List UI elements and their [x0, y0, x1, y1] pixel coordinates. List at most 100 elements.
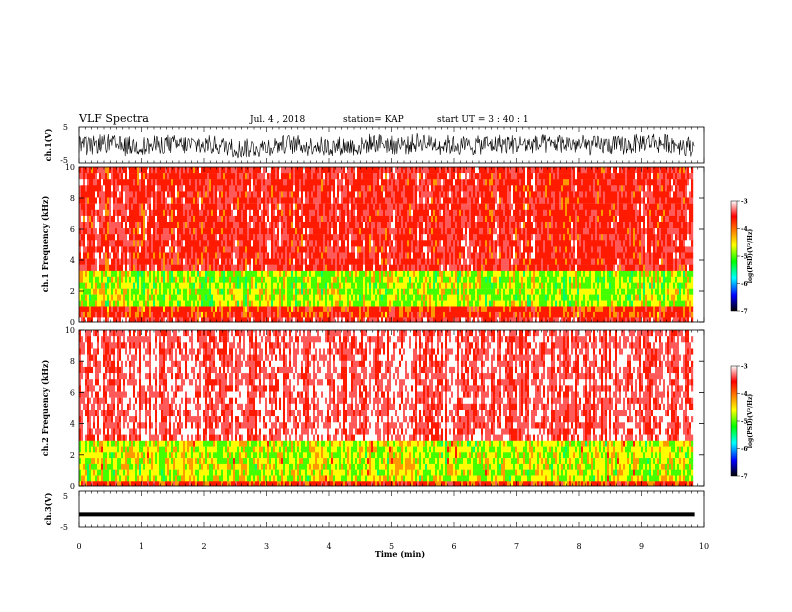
spectrogram-cell: [401, 222, 404, 229]
spectrogram-cell: [119, 167, 122, 174]
spectrogram-cell: [387, 317, 390, 323]
spectrogram-cell: [447, 282, 450, 289]
spectrogram-cell: [227, 191, 230, 198]
spectrogram-cell: [299, 167, 302, 174]
spectrogram-cell: [263, 240, 266, 247]
spectrogram-cell: [181, 173, 184, 180]
spectrogram-cell: [179, 209, 182, 217]
spectrogram-cell: [299, 197, 302, 204]
spectrogram-cell: [423, 300, 426, 307]
spectrogram-cell: [389, 167, 392, 174]
spectrogram-cell: [101, 311, 104, 318]
spectrogram-cell: [453, 311, 456, 318]
spectrogram-cell: [111, 264, 114, 272]
spectrogram-cell: [89, 252, 92, 259]
spectrogram-cell: [275, 240, 278, 247]
spectrogram-cell: [213, 240, 216, 247]
spectrogram-cell: [373, 288, 376, 295]
spectrogram-cell: [281, 264, 284, 272]
spectrogram-cell: [355, 203, 358, 211]
spectrogram-cell: [317, 228, 320, 235]
spectrogram-cell: [313, 240, 316, 247]
spectrogram-cell: [107, 191, 110, 198]
spectrogram-cell: [113, 276, 116, 283]
spectrogram-cell: [137, 317, 140, 323]
spectrogram-cell: [395, 317, 398, 323]
spectrogram-cell: [355, 300, 358, 307]
spectrogram-cell: [295, 209, 298, 217]
spectrogram-cell: [205, 300, 208, 307]
spectrogram-cell: [271, 191, 274, 198]
spectrogram-cell: [321, 240, 324, 247]
spectrogram-cell: [103, 311, 106, 318]
spectrogram-cell: [185, 185, 188, 192]
spectrogram-cell: [259, 185, 262, 192]
spectrogram-cell: [389, 215, 392, 223]
spectrogram-cell: [303, 282, 306, 289]
spectrogram-cell: [429, 288, 432, 295]
spectrogram-cell: [229, 215, 232, 223]
spectrogram-cell: [301, 222, 304, 229]
spectrogram-cell: [345, 288, 348, 295]
spectrogram-cell: [279, 252, 282, 259]
spectrogram-cell: [397, 258, 400, 265]
spectrogram-cell: [157, 222, 160, 229]
spectrogram-cell: [435, 179, 438, 186]
spectrogram-cell: [93, 252, 96, 259]
spectrogram-cell: [195, 252, 198, 259]
spectrogram-cell: [247, 228, 250, 235]
spectrogram-cell: [317, 179, 320, 186]
spectrogram-cell: [211, 317, 214, 323]
spectrogram-cell: [403, 276, 406, 283]
spectrogram-cell: [137, 282, 140, 289]
spectrogram-cell: [227, 234, 230, 241]
spectrogram-cell: [123, 264, 126, 272]
spectrogram-cell: [93, 203, 96, 211]
spectrogram-cell: [181, 197, 184, 204]
spectrogram-cell: [303, 276, 306, 283]
spectrogram-cell: [311, 258, 314, 265]
spectrogram-cell: [391, 185, 394, 192]
spectrogram-cell: [391, 252, 394, 259]
spectrogram-cell: [289, 294, 292, 301]
spectrogram-cell: [205, 167, 208, 174]
spectrogram-cell: [121, 191, 124, 198]
spectrogram-cell: [285, 240, 288, 247]
spectrogram-cell: [107, 203, 110, 211]
spectrogram-cell: [331, 167, 334, 174]
spectrogram-cell: [383, 306, 386, 313]
spectrogram-cell: [143, 191, 146, 198]
spectrogram-cell: [393, 264, 396, 272]
spectrogram-cell: [215, 288, 218, 295]
spectrogram-cell: [117, 209, 120, 217]
spectrogram-cell: [357, 300, 360, 307]
spectrogram-cell: [217, 258, 220, 265]
spectrogram-cell: [281, 270, 284, 278]
spectrogram-cell: [97, 294, 100, 301]
spectrogram-cell: [357, 276, 360, 283]
spectrogram-cell: [195, 234, 198, 241]
spectrogram-cell: [225, 167, 228, 174]
spectrogram-cell: [89, 270, 92, 278]
spectrogram-cell: [355, 264, 358, 272]
spectrogram-cell: [227, 270, 230, 278]
spectrogram-cell: [457, 311, 460, 318]
spectrogram-cell: [249, 179, 252, 186]
spectrogram-cell: [233, 282, 236, 289]
spectrogram-cell: [323, 222, 326, 229]
spectrogram-cell: [195, 228, 198, 235]
spectrogram-cell: [261, 222, 264, 229]
spectrogram-cell: [383, 197, 386, 204]
spectrogram-cell: [259, 209, 262, 217]
spectrogram-cell: [419, 300, 422, 307]
spectrogram-cell: [319, 300, 322, 307]
spectrogram-cell: [229, 306, 232, 313]
spectrogram-cell: [95, 234, 98, 241]
spectrogram-cell: [351, 197, 354, 204]
spectrogram-cell: [173, 306, 176, 313]
spectrogram-cell: [289, 228, 292, 235]
spectrogram-cell: [113, 240, 116, 247]
spectrogram-cell: [269, 282, 272, 289]
spectrogram-cell: [457, 222, 460, 229]
spectrogram-cell: [109, 173, 112, 180]
